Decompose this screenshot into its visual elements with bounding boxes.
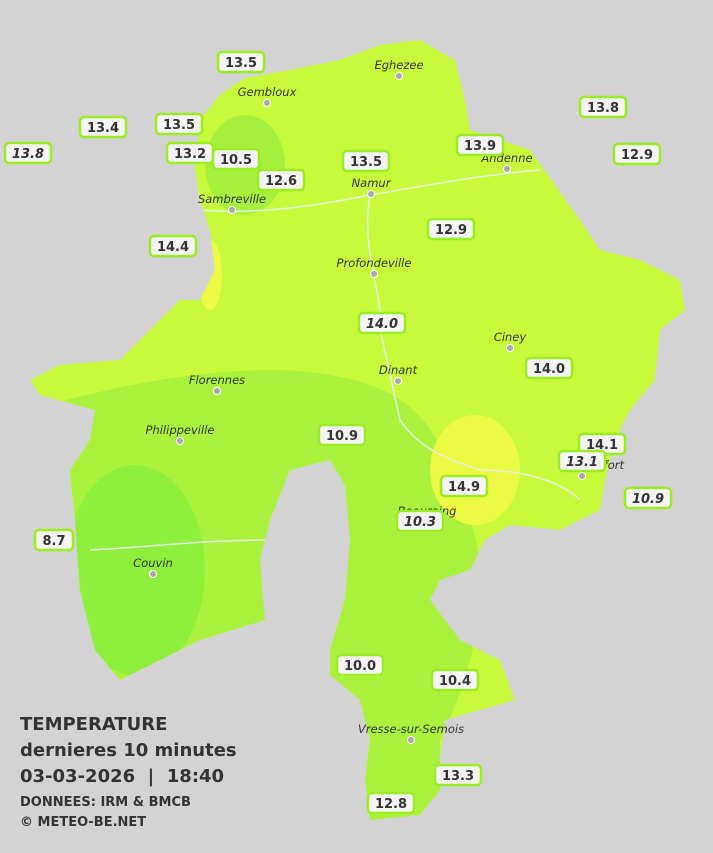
station-box xyxy=(612,142,662,166)
station-value: 12.9 xyxy=(435,223,467,238)
city-label: Profondeville xyxy=(337,256,412,270)
title: TEMPERATURE xyxy=(20,714,167,735)
city-dot xyxy=(394,377,402,385)
city-dot xyxy=(149,570,157,578)
city-label: Sambreville xyxy=(198,192,266,206)
station-box xyxy=(211,147,261,171)
station-box xyxy=(335,653,385,677)
station-value: 13.4 xyxy=(87,121,119,136)
station-value: 10.3 xyxy=(404,515,436,530)
station-value: 13.8 xyxy=(12,147,44,162)
station-value: 10.0 xyxy=(344,659,376,674)
source: DONNEES: IRM & BMCB xyxy=(20,795,191,810)
station-value: 13.2 xyxy=(174,147,206,162)
station-box xyxy=(395,509,445,533)
station-box xyxy=(557,449,607,473)
station-value: 13.9 xyxy=(464,139,496,154)
station-box xyxy=(357,311,407,335)
station-value: 13.5 xyxy=(163,118,195,133)
subtitle: dernieres 10 minutes xyxy=(20,740,237,761)
city-dot xyxy=(395,72,403,80)
city-dot xyxy=(407,736,415,744)
zone-cold xyxy=(65,465,205,675)
station-box xyxy=(78,115,128,139)
timestamp: 03-03-2026 | 18:40 xyxy=(20,766,224,787)
city-label: Philippeville xyxy=(146,423,215,437)
station-value: 13.1 xyxy=(566,455,598,470)
station-box xyxy=(341,149,391,173)
city-label: Florennes xyxy=(189,373,245,387)
station-box xyxy=(455,133,505,157)
station-value: 14.1 xyxy=(586,438,618,453)
city-dot xyxy=(503,165,511,173)
station-box xyxy=(216,50,266,74)
station-value: 10.5 xyxy=(220,153,252,168)
station-box xyxy=(148,234,198,258)
station-box xyxy=(366,791,416,815)
station-value: 13.5 xyxy=(350,155,382,170)
city-dot xyxy=(506,344,514,352)
station-value: 14.0 xyxy=(533,362,565,377)
station-box xyxy=(433,763,483,787)
city-label: Namur xyxy=(352,176,392,190)
city-dot xyxy=(370,270,378,278)
city-dot xyxy=(367,190,375,198)
station-value: 12.9 xyxy=(621,148,653,163)
station-box xyxy=(623,486,673,510)
city-label: Eghezee xyxy=(374,58,423,72)
city-dot xyxy=(228,206,236,214)
zone-warm xyxy=(430,415,520,525)
city-label: Vresse-sur-Semois xyxy=(358,722,464,736)
copyright: © METEO-BE.NET xyxy=(20,815,146,830)
station-value: 14.0 xyxy=(366,317,398,332)
station-value: 12.8 xyxy=(375,797,407,812)
station-value: 10.4 xyxy=(439,674,471,689)
station-box xyxy=(439,474,489,498)
station-value: 8.7 xyxy=(42,534,65,549)
station-value: 12.6 xyxy=(265,174,297,189)
station-box xyxy=(33,528,75,552)
station-box xyxy=(154,112,204,136)
station-box xyxy=(524,356,574,380)
city-dot xyxy=(176,437,184,445)
station-value: 10.9 xyxy=(326,429,358,444)
station-box xyxy=(426,217,476,241)
station-value: 14.4 xyxy=(157,240,189,255)
city-dot xyxy=(578,472,586,480)
station-box xyxy=(317,423,367,447)
city-dot xyxy=(213,387,221,395)
city-label: Gembloux xyxy=(238,85,297,99)
station-box xyxy=(430,668,480,692)
station-box xyxy=(256,168,306,192)
station-value: 13.5 xyxy=(225,56,257,71)
station-value: 13.8 xyxy=(587,101,619,116)
station-value: 13.3 xyxy=(442,769,474,784)
city-label: Dinant xyxy=(379,363,418,377)
city-label: Ciney xyxy=(494,330,527,344)
station-box xyxy=(578,95,628,119)
city-label: Couvin xyxy=(133,556,173,570)
city-dot xyxy=(263,99,271,107)
station-value: 10.9 xyxy=(632,492,664,507)
labels: EghezeeGemblouxAndenneNamurSambrevillePr… xyxy=(3,50,673,815)
station-box xyxy=(3,141,53,165)
station-value: 14.9 xyxy=(448,480,480,495)
